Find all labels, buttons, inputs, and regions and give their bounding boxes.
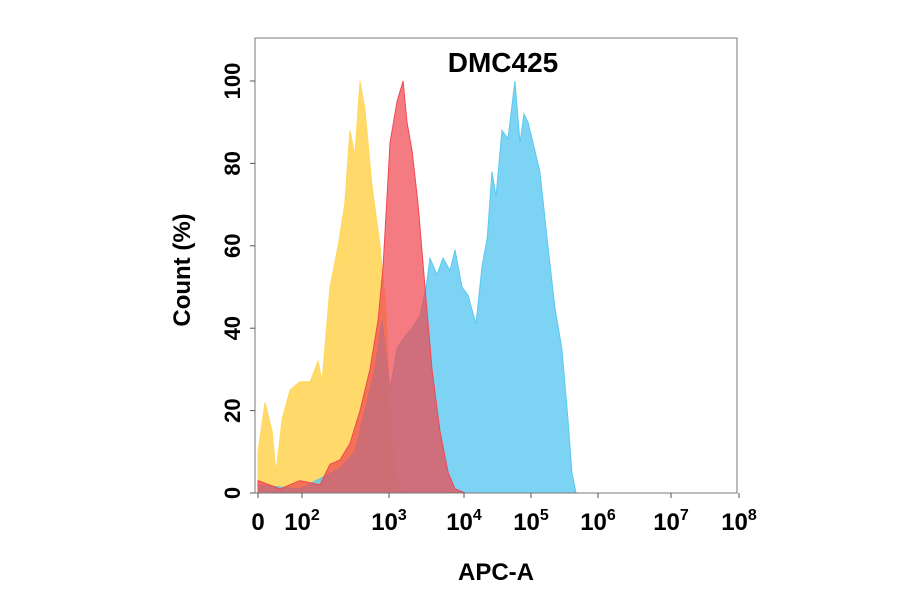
y-tick-label: 0 bbox=[220, 487, 245, 499]
x-tick-base: 10 bbox=[721, 509, 748, 536]
x-tick-exponent: 3 bbox=[398, 507, 407, 524]
chart-title: DMC425 bbox=[448, 47, 558, 78]
y-tick-label: 100 bbox=[220, 63, 245, 100]
y-axis: 0 20 40 60 80 100 bbox=[220, 63, 255, 499]
x-tick-label: 102 bbox=[284, 507, 320, 536]
plot-frame bbox=[254, 37, 738, 494]
x-tick-exponent: 5 bbox=[540, 507, 549, 524]
y-tick-label: 60 bbox=[220, 234, 245, 258]
x-tick-label: 103 bbox=[371, 507, 407, 536]
y-axis-label: Count (%) bbox=[169, 213, 196, 326]
x-tick-base: 10 bbox=[284, 509, 311, 536]
series-layer bbox=[257, 80, 577, 494]
x-axis-label: APC-A bbox=[458, 559, 534, 586]
y-tick-label: 40 bbox=[220, 316, 245, 340]
x-tick-exponent: 6 bbox=[607, 507, 616, 524]
x-tick-exponent: 2 bbox=[311, 507, 320, 524]
x-tick-base: 10 bbox=[580, 509, 607, 536]
x-tick-exponent: 7 bbox=[680, 507, 689, 524]
x-tick-label: 0 bbox=[251, 509, 264, 536]
x-tick-base: 10 bbox=[653, 509, 680, 536]
x-tick-label: 104 bbox=[446, 507, 482, 536]
x-tick-base: 10 bbox=[513, 509, 540, 536]
x-tick-label: 107 bbox=[653, 507, 689, 536]
y-tick-label: 20 bbox=[220, 398, 245, 422]
y-tick-label: 80 bbox=[220, 151, 245, 175]
x-tick-label: 106 bbox=[580, 507, 616, 536]
x-tick-label: 108 bbox=[721, 507, 757, 536]
x-tick-base: 10 bbox=[371, 509, 398, 536]
x-tick-label: 105 bbox=[513, 507, 549, 536]
x-tick-base: 10 bbox=[446, 509, 473, 536]
red-histogram bbox=[257, 80, 466, 494]
x-tick-exponent: 8 bbox=[748, 507, 757, 524]
x-tick-base: 0 bbox=[251, 509, 264, 536]
x-tick-exponent: 4 bbox=[473, 507, 482, 524]
x-axis: 0 102 103 104 105 106 107 108 bbox=[251, 493, 757, 536]
